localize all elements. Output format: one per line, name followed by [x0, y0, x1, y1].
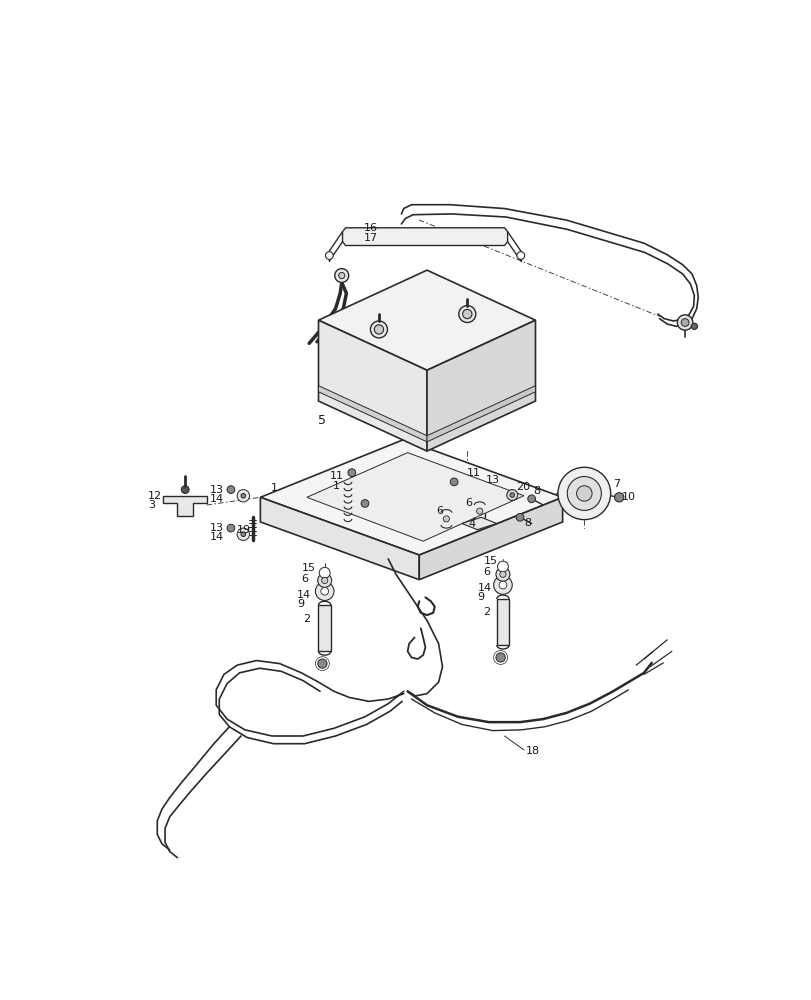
Circle shape	[374, 325, 383, 334]
Text: 14: 14	[210, 494, 224, 504]
Circle shape	[227, 524, 234, 532]
Circle shape	[567, 477, 601, 510]
Text: 8: 8	[533, 486, 539, 496]
Text: 14: 14	[210, 532, 224, 542]
Circle shape	[576, 486, 591, 501]
Text: 15: 15	[483, 556, 497, 566]
Circle shape	[361, 500, 368, 507]
Polygon shape	[318, 386, 427, 442]
Text: 16: 16	[363, 223, 377, 233]
Circle shape	[370, 321, 387, 338]
Polygon shape	[418, 497, 562, 580]
Text: 13: 13	[210, 523, 224, 533]
Circle shape	[614, 493, 623, 502]
Polygon shape	[318, 270, 534, 370]
Text: 11: 11	[466, 468, 481, 478]
Text: 10: 10	[621, 492, 636, 502]
Circle shape	[319, 567, 330, 578]
Circle shape	[449, 478, 457, 486]
Circle shape	[241, 493, 246, 498]
Polygon shape	[342, 228, 507, 246]
Polygon shape	[318, 320, 427, 451]
Text: 13: 13	[485, 475, 500, 485]
Circle shape	[496, 567, 509, 581]
Text: 3: 3	[148, 500, 155, 510]
Circle shape	[181, 486, 189, 493]
Text: 7: 7	[612, 479, 620, 489]
Circle shape	[496, 653, 504, 662]
Circle shape	[317, 659, 327, 668]
Text: 14: 14	[297, 590, 311, 600]
Text: 14: 14	[477, 583, 491, 593]
Circle shape	[516, 513, 523, 521]
Text: 12: 12	[148, 491, 162, 501]
Circle shape	[497, 561, 508, 572]
Circle shape	[317, 574, 331, 587]
Circle shape	[680, 319, 688, 326]
Text: 19: 19	[237, 525, 251, 535]
Text: 6: 6	[466, 498, 472, 508]
Polygon shape	[427, 320, 534, 451]
Circle shape	[690, 323, 697, 329]
Polygon shape	[496, 599, 508, 645]
Circle shape	[237, 528, 249, 540]
Circle shape	[676, 315, 692, 330]
Polygon shape	[318, 605, 331, 651]
Text: 5: 5	[318, 414, 326, 427]
Text: 8: 8	[523, 518, 530, 528]
Circle shape	[227, 486, 234, 493]
Polygon shape	[260, 497, 418, 580]
Circle shape	[493, 576, 512, 594]
Text: 6: 6	[436, 506, 443, 516]
Text: 2: 2	[483, 607, 489, 617]
Text: 11: 11	[330, 471, 344, 481]
Circle shape	[241, 532, 246, 537]
Circle shape	[476, 508, 483, 514]
Polygon shape	[427, 386, 534, 442]
Polygon shape	[307, 453, 523, 541]
Text: 9: 9	[477, 592, 484, 602]
Text: 18: 18	[526, 746, 539, 756]
Circle shape	[348, 469, 355, 477]
Circle shape	[237, 490, 249, 502]
Circle shape	[458, 306, 475, 323]
Circle shape	[443, 516, 449, 522]
Circle shape	[338, 272, 345, 279]
Text: 4: 4	[468, 519, 475, 529]
Text: 17: 17	[363, 233, 377, 243]
Polygon shape	[260, 440, 562, 555]
Circle shape	[517, 252, 524, 259]
Circle shape	[527, 495, 534, 503]
Circle shape	[509, 493, 514, 497]
Text: 1: 1	[332, 481, 339, 491]
Text: 9: 9	[297, 599, 303, 609]
Circle shape	[500, 571, 505, 577]
Text: 2: 2	[303, 614, 310, 624]
Polygon shape	[163, 496, 207, 516]
Text: 13: 13	[210, 485, 224, 495]
Polygon shape	[461, 517, 496, 530]
Circle shape	[320, 587, 328, 595]
Circle shape	[334, 269, 348, 282]
Circle shape	[462, 309, 471, 319]
Circle shape	[557, 467, 610, 520]
Circle shape	[315, 582, 333, 600]
Text: 1: 1	[270, 483, 277, 493]
Text: 6: 6	[483, 567, 490, 577]
Text: 6: 6	[301, 574, 308, 584]
Circle shape	[325, 252, 333, 259]
Circle shape	[506, 490, 517, 500]
Circle shape	[499, 581, 506, 589]
Text: 15: 15	[301, 563, 315, 573]
Text: 20: 20	[516, 482, 530, 492]
Circle shape	[321, 577, 328, 584]
